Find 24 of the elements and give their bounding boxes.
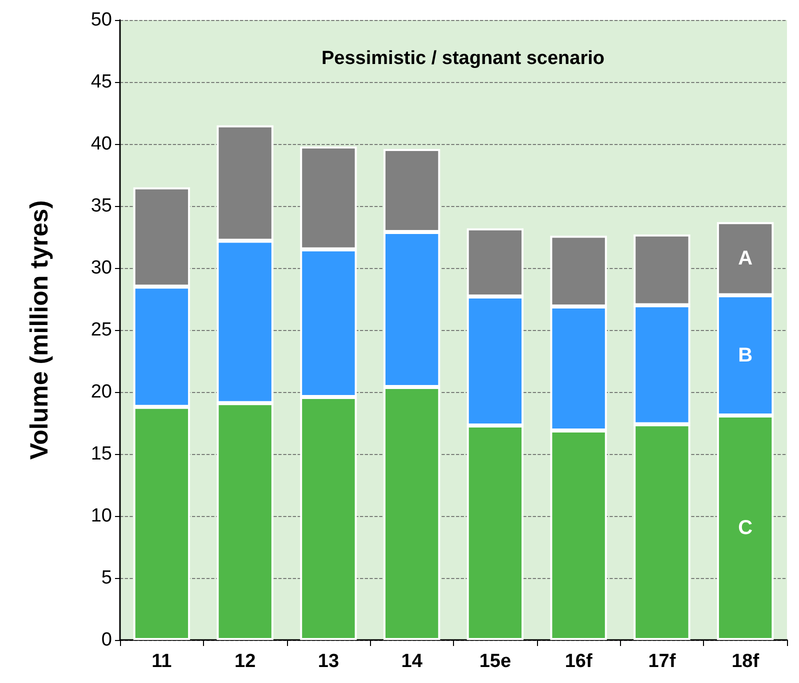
y-tick-label: 5 [101, 568, 112, 588]
y-tick-label: 25 [90, 320, 112, 340]
y-tick-label: 15 [90, 444, 112, 464]
y-tick-label: 10 [90, 506, 112, 526]
y-tick-label: 30 [90, 258, 112, 278]
x-tick-label: 18f [732, 651, 760, 672]
x-tick-label: 13 [318, 651, 340, 672]
y-tick-label: 0 [101, 630, 112, 650]
y-tick-label: 45 [90, 72, 112, 92]
y-tick-label: 35 [90, 196, 112, 216]
series-label: B [738, 344, 753, 366]
series-label: C [738, 516, 753, 539]
x-tick-label: 12 [234, 651, 256, 672]
x-tick-label: 17f [648, 651, 676, 672]
x-tick-label: 14 [401, 651, 423, 672]
y-tick-label: 40 [90, 134, 112, 154]
series-label: A [738, 248, 753, 270]
x-tick-label: 16f [564, 651, 593, 672]
x-tick-label: 15e [479, 651, 512, 672]
y-tick-label: 20 [90, 382, 112, 402]
y-tick-label: 50 [90, 10, 112, 30]
y-axis-title: Volume (million tyres) [26, 200, 54, 460]
text: Pessimistic / stagnant scenario [321, 48, 605, 69]
x-tick-label: 11 [152, 651, 172, 672]
